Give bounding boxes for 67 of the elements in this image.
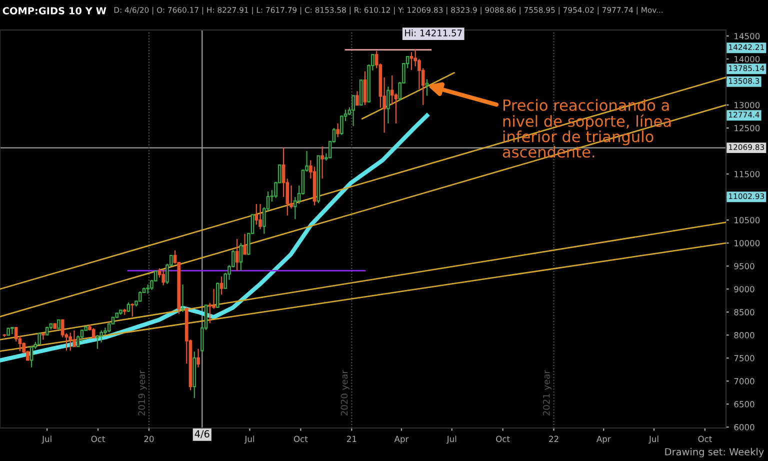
y-tick-label: 14000 <box>734 56 760 62</box>
y-tick-label: 6000 <box>734 424 754 430</box>
line-series <box>0 113 430 362</box>
x-tick-label: Jul <box>42 436 52 444</box>
text: Drawing set: Weekly <box>665 448 764 458</box>
y-tick-label: 8500 <box>734 309 754 316</box>
y-tick-label: 7500 <box>734 355 754 362</box>
candlestick <box>425 78 429 96</box>
y-tick-label: 10500 <box>734 217 760 224</box>
y-tick-label: 9000 <box>734 286 754 292</box>
candlestick <box>352 94 355 127</box>
y-tick-label: 6500 <box>734 401 754 408</box>
candlestick <box>138 290 142 302</box>
candlestick <box>196 348 200 368</box>
candlestick <box>126 302 130 313</box>
candlestick <box>336 122 340 138</box>
ref-line-label: 2021 year <box>542 370 552 416</box>
candlestick <box>258 203 262 230</box>
candlestick <box>96 334 100 350</box>
x-tick-label: Jul <box>648 436 658 444</box>
x-tick-label: 20 <box>144 436 154 442</box>
candlestick <box>394 92 398 124</box>
candlestick <box>220 276 224 296</box>
ref-line-label: 2020 year <box>340 370 350 416</box>
candlestick <box>14 326 18 342</box>
ref-line-label: 2019 year <box>138 370 147 416</box>
y-tick-label: 8000 <box>734 332 754 338</box>
annotation: Hi: 14211.57 <box>405 29 462 36</box>
candlestick <box>410 52 414 71</box>
candlestick <box>181 284 184 313</box>
candlestick <box>363 70 367 106</box>
y-tick-label: 7000 <box>734 378 754 384</box>
x-tick-label: Apr <box>394 436 409 444</box>
x-tick-label: 21 <box>346 436 356 442</box>
candlestick <box>254 203 258 226</box>
candlestick <box>92 328 96 339</box>
x-tick-label: Jul <box>244 436 254 444</box>
candlestick <box>162 269 166 286</box>
y-tick-label: 12500 <box>734 124 760 132</box>
x-tick-label: Oct <box>294 436 308 442</box>
candlestick <box>30 346 34 368</box>
x-tick-label: Oct <box>91 436 106 442</box>
candlestick <box>130 302 134 318</box>
x-tick-label: Oct <box>496 436 510 442</box>
x-tick-label: Apr <box>596 436 611 444</box>
candlestick <box>356 90 359 106</box>
candlestick <box>235 238 239 272</box>
candlestick <box>386 86 390 124</box>
y-tick-label: 13000 <box>734 102 760 108</box>
candlestick <box>243 233 246 256</box>
candlestick <box>72 330 76 348</box>
candlestick <box>60 318 64 338</box>
candlestick <box>320 146 324 180</box>
candlestick <box>158 268 162 278</box>
ref-line-label: 4/6 <box>194 430 210 438</box>
x-tick-label: Jul <box>446 436 456 444</box>
candlestick <box>68 332 72 352</box>
chart-title: COMP:GIDS 10 Y W <box>2 7 106 14</box>
candlestick <box>146 284 150 294</box>
x-tick-label: Oct <box>698 436 712 442</box>
candlestick <box>239 242 243 272</box>
x-tick-label: 22 <box>549 436 558 442</box>
y-tick-label: 10000 <box>734 240 760 246</box>
y-tick-label: 14500 <box>734 32 760 40</box>
y-tick-label: 9500 <box>734 263 754 270</box>
candlestick <box>216 282 220 308</box>
y-tick-label: 11500 <box>734 170 760 178</box>
